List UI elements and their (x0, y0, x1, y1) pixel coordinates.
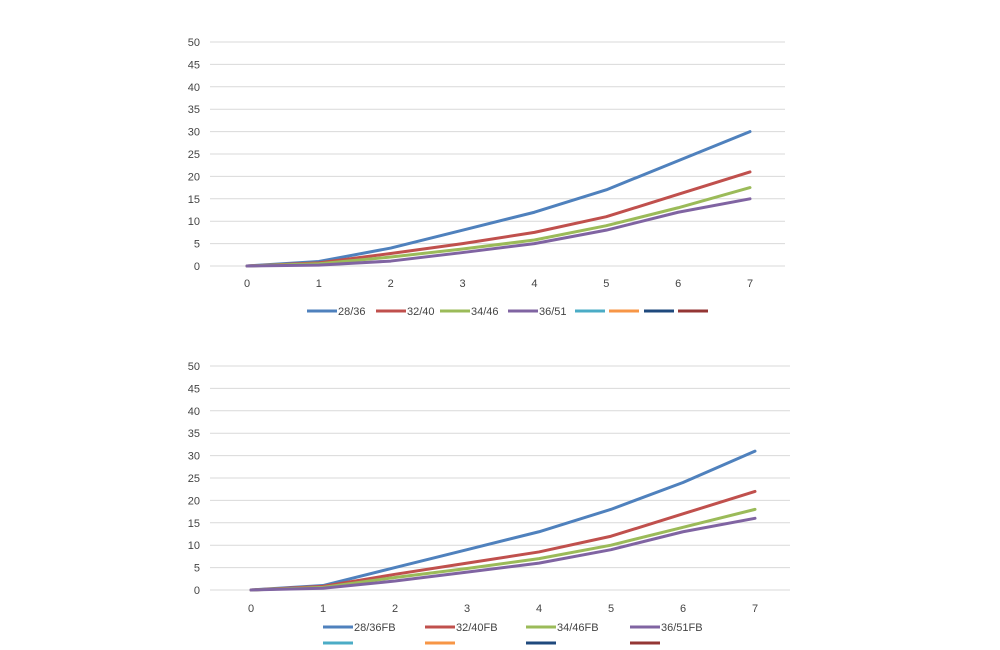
series-line-28-36 (245, 130, 752, 268)
x-tick-label: 4 (536, 603, 542, 615)
y-tick-label: 30 (188, 127, 200, 139)
y-tick-label: 20 (188, 171, 200, 183)
y-tick-label: 5 (194, 563, 200, 575)
y-tick-label: 10 (188, 540, 200, 552)
x-tick-label: 6 (675, 278, 681, 290)
y-tick-label: 25 (188, 473, 200, 485)
legend-label: 28/36FB (354, 622, 396, 634)
x-tick-label: 2 (392, 603, 398, 615)
y-tick-label: 50 (188, 37, 200, 49)
x-tick-label: 2 (388, 278, 394, 290)
x-tick-label: 6 (680, 603, 686, 615)
series-line-36-51 (245, 197, 752, 268)
legend-label: 32/40FB (456, 622, 498, 634)
x-tick-label: 7 (747, 278, 753, 290)
x-tick-label: 7 (752, 603, 758, 615)
y-tick-label: 35 (188, 104, 200, 116)
x-tick-label: 0 (248, 603, 254, 615)
x-tick-label: 3 (464, 603, 470, 615)
y-tick-label: 20 (188, 495, 200, 507)
legend-label: 34/46 (471, 306, 499, 318)
x-tick-label: 0 (244, 278, 250, 290)
y-tick-label: 45 (188, 383, 200, 395)
y-tick-label: 15 (188, 518, 200, 530)
y-tick-label: 40 (188, 406, 200, 418)
x-tick-label: 5 (603, 278, 609, 290)
x-tick-label: 1 (316, 278, 322, 290)
y-tick-label: 0 (194, 585, 200, 597)
x-tick-label: 1 (320, 603, 326, 615)
x-tick-label: 4 (531, 278, 537, 290)
legend-label: 36/51FB (661, 622, 703, 634)
legend-label: 34/46FB (557, 622, 599, 634)
legend-label: 36/51 (539, 306, 567, 318)
x-tick-label: 3 (460, 278, 466, 290)
series-line-32-40 (245, 170, 752, 268)
y-tick-label: 40 (188, 82, 200, 94)
series-line-34-46 (245, 186, 752, 268)
legend-label: 32/40 (407, 306, 435, 318)
y-tick-label: 50 (188, 361, 200, 373)
y-tick-label: 5 (194, 239, 200, 251)
series-line-28-36fb (249, 449, 757, 592)
legend-label: 28/36 (338, 306, 366, 318)
y-tick-label: 0 (194, 261, 200, 273)
series-line-34-46fb (249, 507, 757, 592)
y-tick-label: 15 (188, 194, 200, 206)
y-tick-label: 45 (188, 59, 200, 71)
y-tick-label: 30 (188, 451, 200, 463)
y-tick-label: 35 (188, 428, 200, 440)
y-tick-label: 25 (188, 149, 200, 161)
x-tick-label: 5 (608, 603, 614, 615)
y-tick-label: 10 (188, 216, 200, 228)
series-line-36-51fb (249, 516, 757, 592)
